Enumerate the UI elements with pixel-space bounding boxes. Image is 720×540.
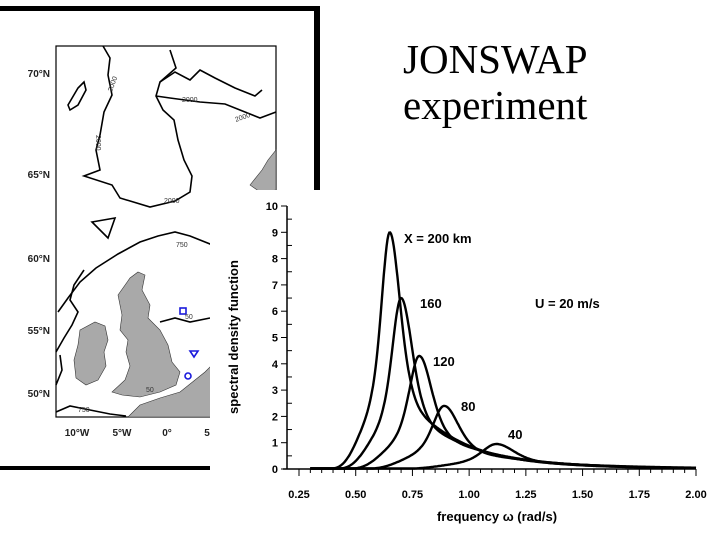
contour-west-edge	[55, 354, 63, 386]
lon-label: 5°W	[113, 428, 133, 439]
land-britain	[111, 271, 181, 398]
map-lat-labels: 70°N 65°N 60°N 55°N 50°N	[28, 69, 50, 400]
y-tick-label: 8	[272, 254, 278, 266]
markers	[179, 307, 200, 380]
y-tick-label: 3	[272, 385, 278, 397]
contour-label: 750	[78, 407, 90, 414]
y-tick-label: 2	[272, 411, 278, 423]
x-tick-label: 2.00	[685, 489, 706, 501]
y-axis-label: spectral density function	[226, 260, 241, 414]
land-ireland	[73, 321, 109, 386]
y-tick-label: 6	[272, 306, 278, 318]
contour-label: 2000	[234, 112, 251, 124]
y-tick-label: 9	[272, 227, 278, 239]
contour-label: 2000	[94, 135, 101, 151]
series-label: 160	[420, 296, 442, 311]
y-tick-label: 0	[272, 464, 278, 476]
x-tick-label: 1.75	[629, 489, 650, 501]
lon-label: 10°W	[65, 428, 90, 439]
y-tick-label: 1	[272, 438, 278, 450]
contour-label: 750	[176, 242, 188, 249]
x-tick-label: 1.25	[515, 489, 536, 501]
map-lon-labels: 10°W 5°W 0° 5	[65, 428, 211, 439]
marker-triangle	[188, 350, 200, 359]
frame	[0, 6, 320, 470]
title-line-2: experiment	[403, 82, 588, 128]
lat-label: 55°N	[28, 326, 50, 337]
x-tick-label: 1.00	[458, 489, 479, 501]
wind-speed-annotation: U = 20 m/s	[535, 296, 600, 311]
lat-label: 65°N	[28, 170, 50, 181]
contour-label: 2000	[107, 76, 119, 93]
x-tick-label: 0.25	[288, 489, 309, 501]
x-tick-label: 0.50	[345, 489, 366, 501]
chart-panel	[210, 190, 720, 540]
lat-label: 50°N	[28, 389, 50, 400]
contour-shelf-750	[57, 231, 219, 313]
slide-title: JONSWAP experiment	[403, 36, 588, 128]
y-tick-label: 7	[272, 280, 278, 292]
axis-ticks: 0 1 2 3 4 5 6 7 8 9 10 0.25 0.50 0.75 1.00 1.25 1.50 1.75…	[266, 201, 707, 501]
contour-label: 50	[146, 387, 154, 394]
lat-label: 60°N	[28, 254, 50, 265]
y-tick-label: 10	[266, 201, 278, 213]
frame-bottom	[0, 466, 212, 470]
contour-50	[159, 317, 211, 323]
contour-2000-west	[55, 269, 85, 353]
series-label: 40	[508, 427, 522, 442]
contour-2000-basin	[81, 45, 193, 208]
lon-label: 0°	[162, 428, 172, 439]
frame-top	[0, 6, 320, 11]
contour-label: 50	[185, 314, 193, 321]
x-axis-label: frequency ω (rad/s)	[437, 509, 557, 524]
contour-label: 2000	[182, 97, 198, 104]
contour-island	[67, 80, 87, 112]
contour-label: 2000	[164, 198, 180, 205]
contour-faroe	[90, 216, 117, 240]
series-label: X = 200 km	[404, 231, 472, 246]
lat-label: 70°N	[28, 69, 50, 80]
title-line-1: JONSWAP	[403, 36, 588, 82]
spectrum-curve	[310, 442, 696, 470]
series-label: 120	[433, 354, 455, 369]
series-label: 80	[461, 399, 475, 414]
x-tick-label: 1.50	[572, 489, 593, 501]
contour-2000-east	[155, 95, 277, 119]
marker-square	[179, 307, 187, 315]
x-tick-label: 0.75	[402, 489, 423, 501]
marker-circle	[184, 372, 192, 380]
contour-labels: 2000 2000 2000 2000 750 2000 50 50 750	[78, 76, 251, 414]
contour-2000-inner	[159, 69, 263, 97]
spectrum-chart: 0 1 2 3 4 5 6 7 8 9 10 0.25 0.50 0.75 1.00 1.25 1.50 1.75…	[226, 201, 707, 524]
frame-right	[314, 6, 320, 192]
series-curves	[310, 231, 697, 470]
contour-750-south	[55, 405, 127, 417]
contours	[55, 45, 277, 417]
lon-label: 5	[204, 428, 210, 439]
y-tick-label: 5	[272, 333, 278, 345]
y-tick-label: 4	[272, 359, 279, 371]
